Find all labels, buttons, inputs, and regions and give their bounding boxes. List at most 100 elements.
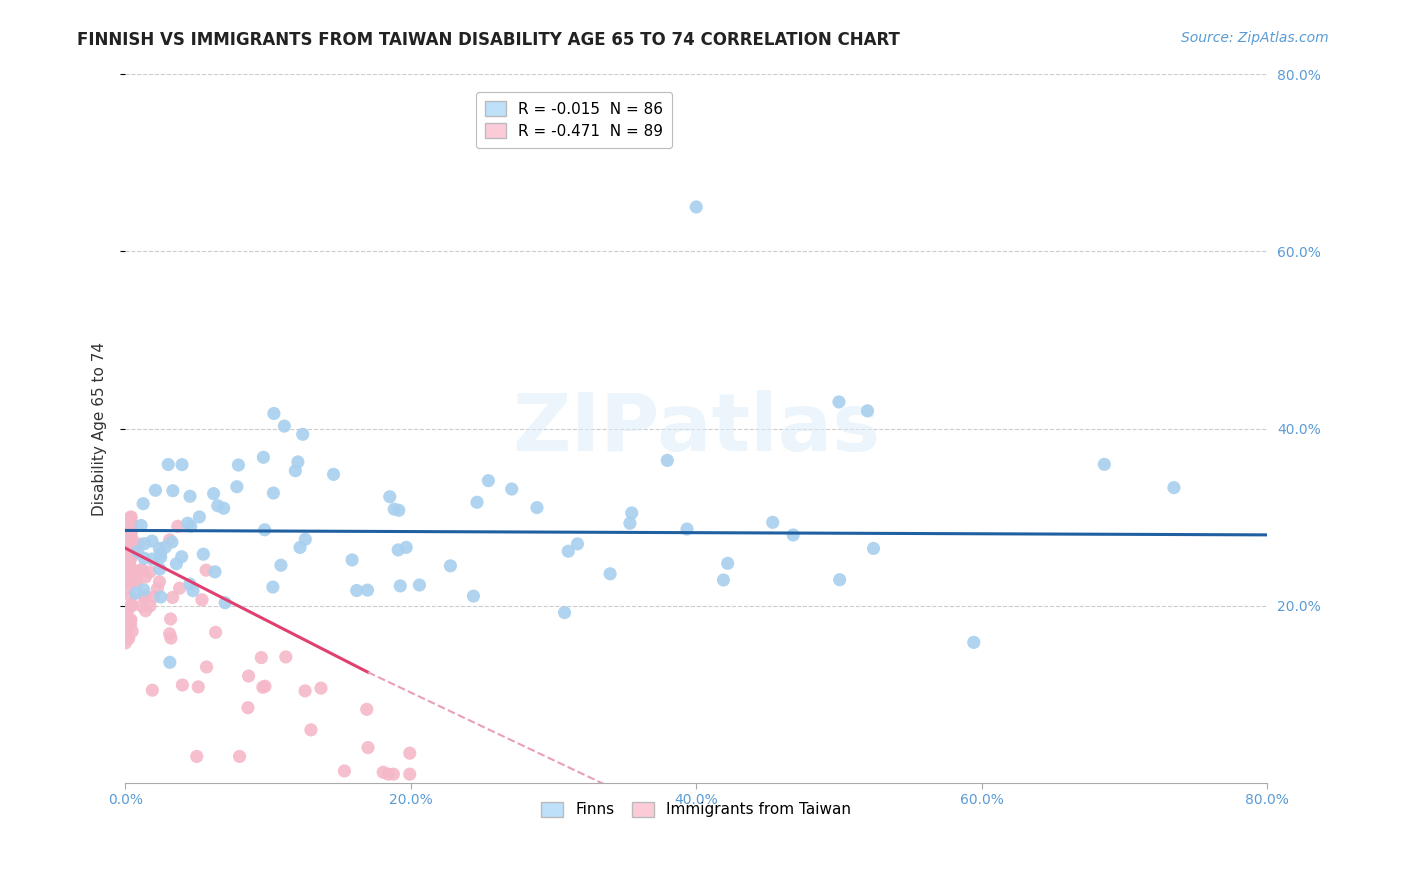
Legend: Finns, Immigrants from Taiwan: Finns, Immigrants from Taiwan bbox=[534, 794, 859, 825]
Point bbox=[139, 565, 162, 579]
Point bbox=[118, 614, 141, 628]
Point bbox=[170, 458, 193, 472]
Point bbox=[238, 669, 260, 683]
Point bbox=[236, 700, 259, 714]
Text: FINNISH VS IMMIGRANTS FROM TAIWAN DISABILITY AGE 65 TO 74 CORRELATION CHART: FINNISH VS IMMIGRANTS FROM TAIWAN DISABI… bbox=[77, 31, 900, 49]
Point bbox=[160, 535, 183, 549]
Point bbox=[373, 765, 395, 780]
Point bbox=[856, 404, 879, 418]
Point bbox=[117, 582, 139, 596]
Point bbox=[141, 534, 163, 549]
Point bbox=[115, 568, 138, 582]
Point bbox=[124, 586, 146, 600]
Point bbox=[121, 563, 143, 577]
Point bbox=[118, 632, 141, 646]
Point bbox=[117, 556, 139, 570]
Point bbox=[120, 617, 142, 632]
Point bbox=[125, 573, 148, 587]
Point bbox=[214, 596, 236, 610]
Point bbox=[250, 650, 273, 665]
Point bbox=[225, 480, 247, 494]
Point bbox=[377, 767, 399, 781]
Point bbox=[188, 510, 211, 524]
Point bbox=[159, 533, 181, 547]
Point bbox=[139, 599, 162, 613]
Point bbox=[228, 749, 250, 764]
Point bbox=[382, 502, 405, 516]
Point bbox=[398, 746, 420, 760]
Point bbox=[120, 524, 142, 539]
Point bbox=[117, 547, 139, 561]
Point bbox=[129, 518, 152, 533]
Point bbox=[132, 497, 155, 511]
Point bbox=[180, 519, 202, 533]
Point bbox=[465, 495, 488, 509]
Point bbox=[120, 560, 142, 574]
Point bbox=[228, 458, 250, 472]
Point bbox=[204, 565, 226, 579]
Point bbox=[145, 483, 167, 498]
Point bbox=[828, 395, 851, 409]
Point bbox=[195, 563, 218, 577]
Point bbox=[657, 453, 679, 467]
Point bbox=[114, 636, 136, 650]
Point bbox=[149, 547, 172, 561]
Point bbox=[252, 680, 274, 694]
Point bbox=[120, 529, 142, 543]
Point bbox=[169, 581, 191, 595]
Point bbox=[717, 557, 740, 571]
Point bbox=[322, 467, 344, 482]
Point bbox=[117, 630, 139, 644]
Point bbox=[253, 523, 276, 537]
Point bbox=[181, 583, 204, 598]
Point bbox=[389, 579, 412, 593]
Point bbox=[131, 562, 153, 576]
Point bbox=[160, 631, 183, 645]
Point bbox=[253, 679, 276, 693]
Point bbox=[149, 590, 172, 604]
Point bbox=[121, 549, 143, 563]
Point bbox=[179, 577, 201, 591]
Point bbox=[294, 684, 316, 698]
Point bbox=[125, 538, 148, 552]
Point bbox=[356, 583, 378, 598]
Point bbox=[501, 482, 523, 496]
Point bbox=[146, 582, 169, 596]
Point bbox=[120, 522, 142, 536]
Point bbox=[291, 427, 314, 442]
Point bbox=[270, 558, 292, 573]
Point bbox=[134, 591, 156, 605]
Point bbox=[202, 486, 225, 500]
Point bbox=[166, 519, 188, 533]
Point bbox=[134, 589, 156, 603]
Point bbox=[157, 458, 180, 472]
Point bbox=[135, 604, 157, 618]
Point bbox=[117, 602, 139, 616]
Point bbox=[129, 563, 152, 577]
Point bbox=[191, 592, 214, 607]
Point bbox=[125, 575, 148, 590]
Point bbox=[159, 627, 181, 641]
Point bbox=[120, 510, 142, 524]
Point bbox=[262, 580, 284, 594]
Point bbox=[284, 464, 307, 478]
Point bbox=[782, 528, 804, 542]
Point bbox=[273, 419, 295, 434]
Point bbox=[526, 500, 548, 515]
Point bbox=[134, 570, 156, 584]
Point bbox=[963, 635, 986, 649]
Point bbox=[134, 551, 156, 566]
Point bbox=[828, 573, 851, 587]
Point bbox=[120, 552, 142, 566]
Point bbox=[439, 558, 461, 573]
Point bbox=[131, 599, 153, 613]
Point bbox=[120, 590, 142, 604]
Point bbox=[186, 749, 208, 764]
Point bbox=[388, 503, 411, 517]
Point bbox=[121, 624, 143, 639]
Point bbox=[382, 767, 405, 781]
Point bbox=[115, 535, 138, 549]
Point bbox=[477, 474, 499, 488]
Point bbox=[346, 583, 368, 598]
Point bbox=[177, 516, 200, 531]
